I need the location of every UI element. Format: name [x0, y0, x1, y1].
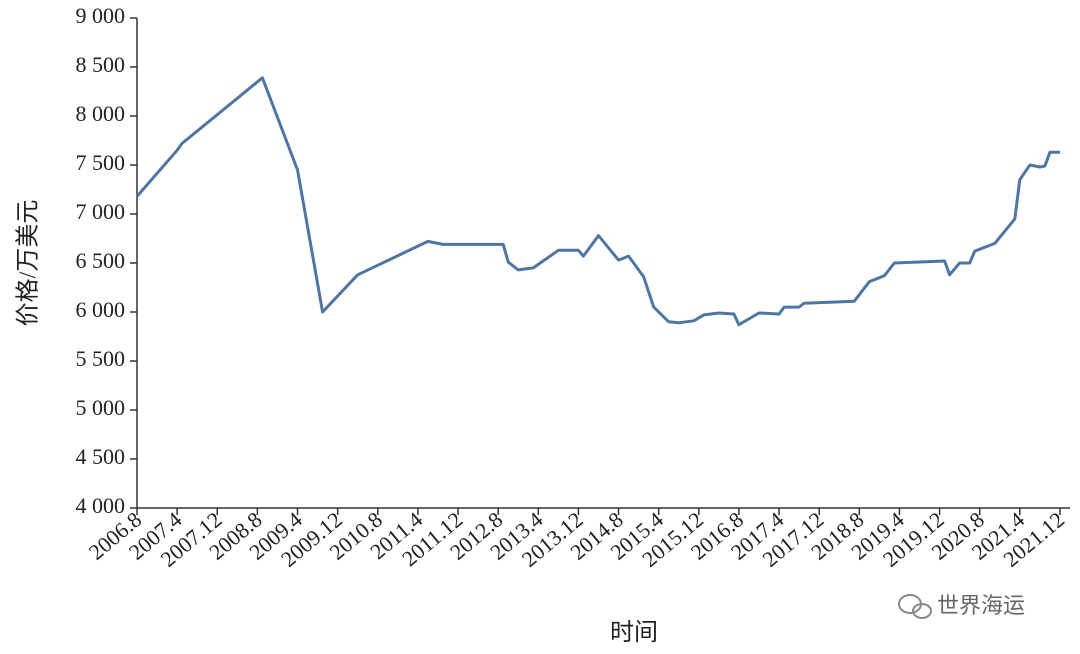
y-tick-label: 4 500 [76, 444, 126, 469]
y-tick-label: 5 000 [76, 395, 126, 420]
y-tick-label: 7 000 [76, 199, 126, 224]
watermark-group: 世界海运 [898, 593, 1025, 619]
x-axis-title: 时间 [610, 619, 658, 646]
watermark-icon [912, 603, 932, 619]
y-axis-title: 价格/万美元 [15, 200, 42, 327]
line [135, 76, 1060, 327]
y-tick-label: 4 000 [76, 493, 126, 518]
y-tick-label: 8 500 [76, 52, 126, 77]
y-tick-label: 8 000 [76, 101, 126, 126]
y-tick-label: 6 000 [76, 297, 126, 322]
y-tick-label: 9 000 [76, 3, 126, 28]
y-tick-label: 7 500 [76, 150, 126, 175]
y-tick-label: 6 500 [76, 248, 126, 273]
watermark: 世界海运 [937, 593, 1025, 618]
y-tick-label: 5 500 [76, 346, 126, 371]
